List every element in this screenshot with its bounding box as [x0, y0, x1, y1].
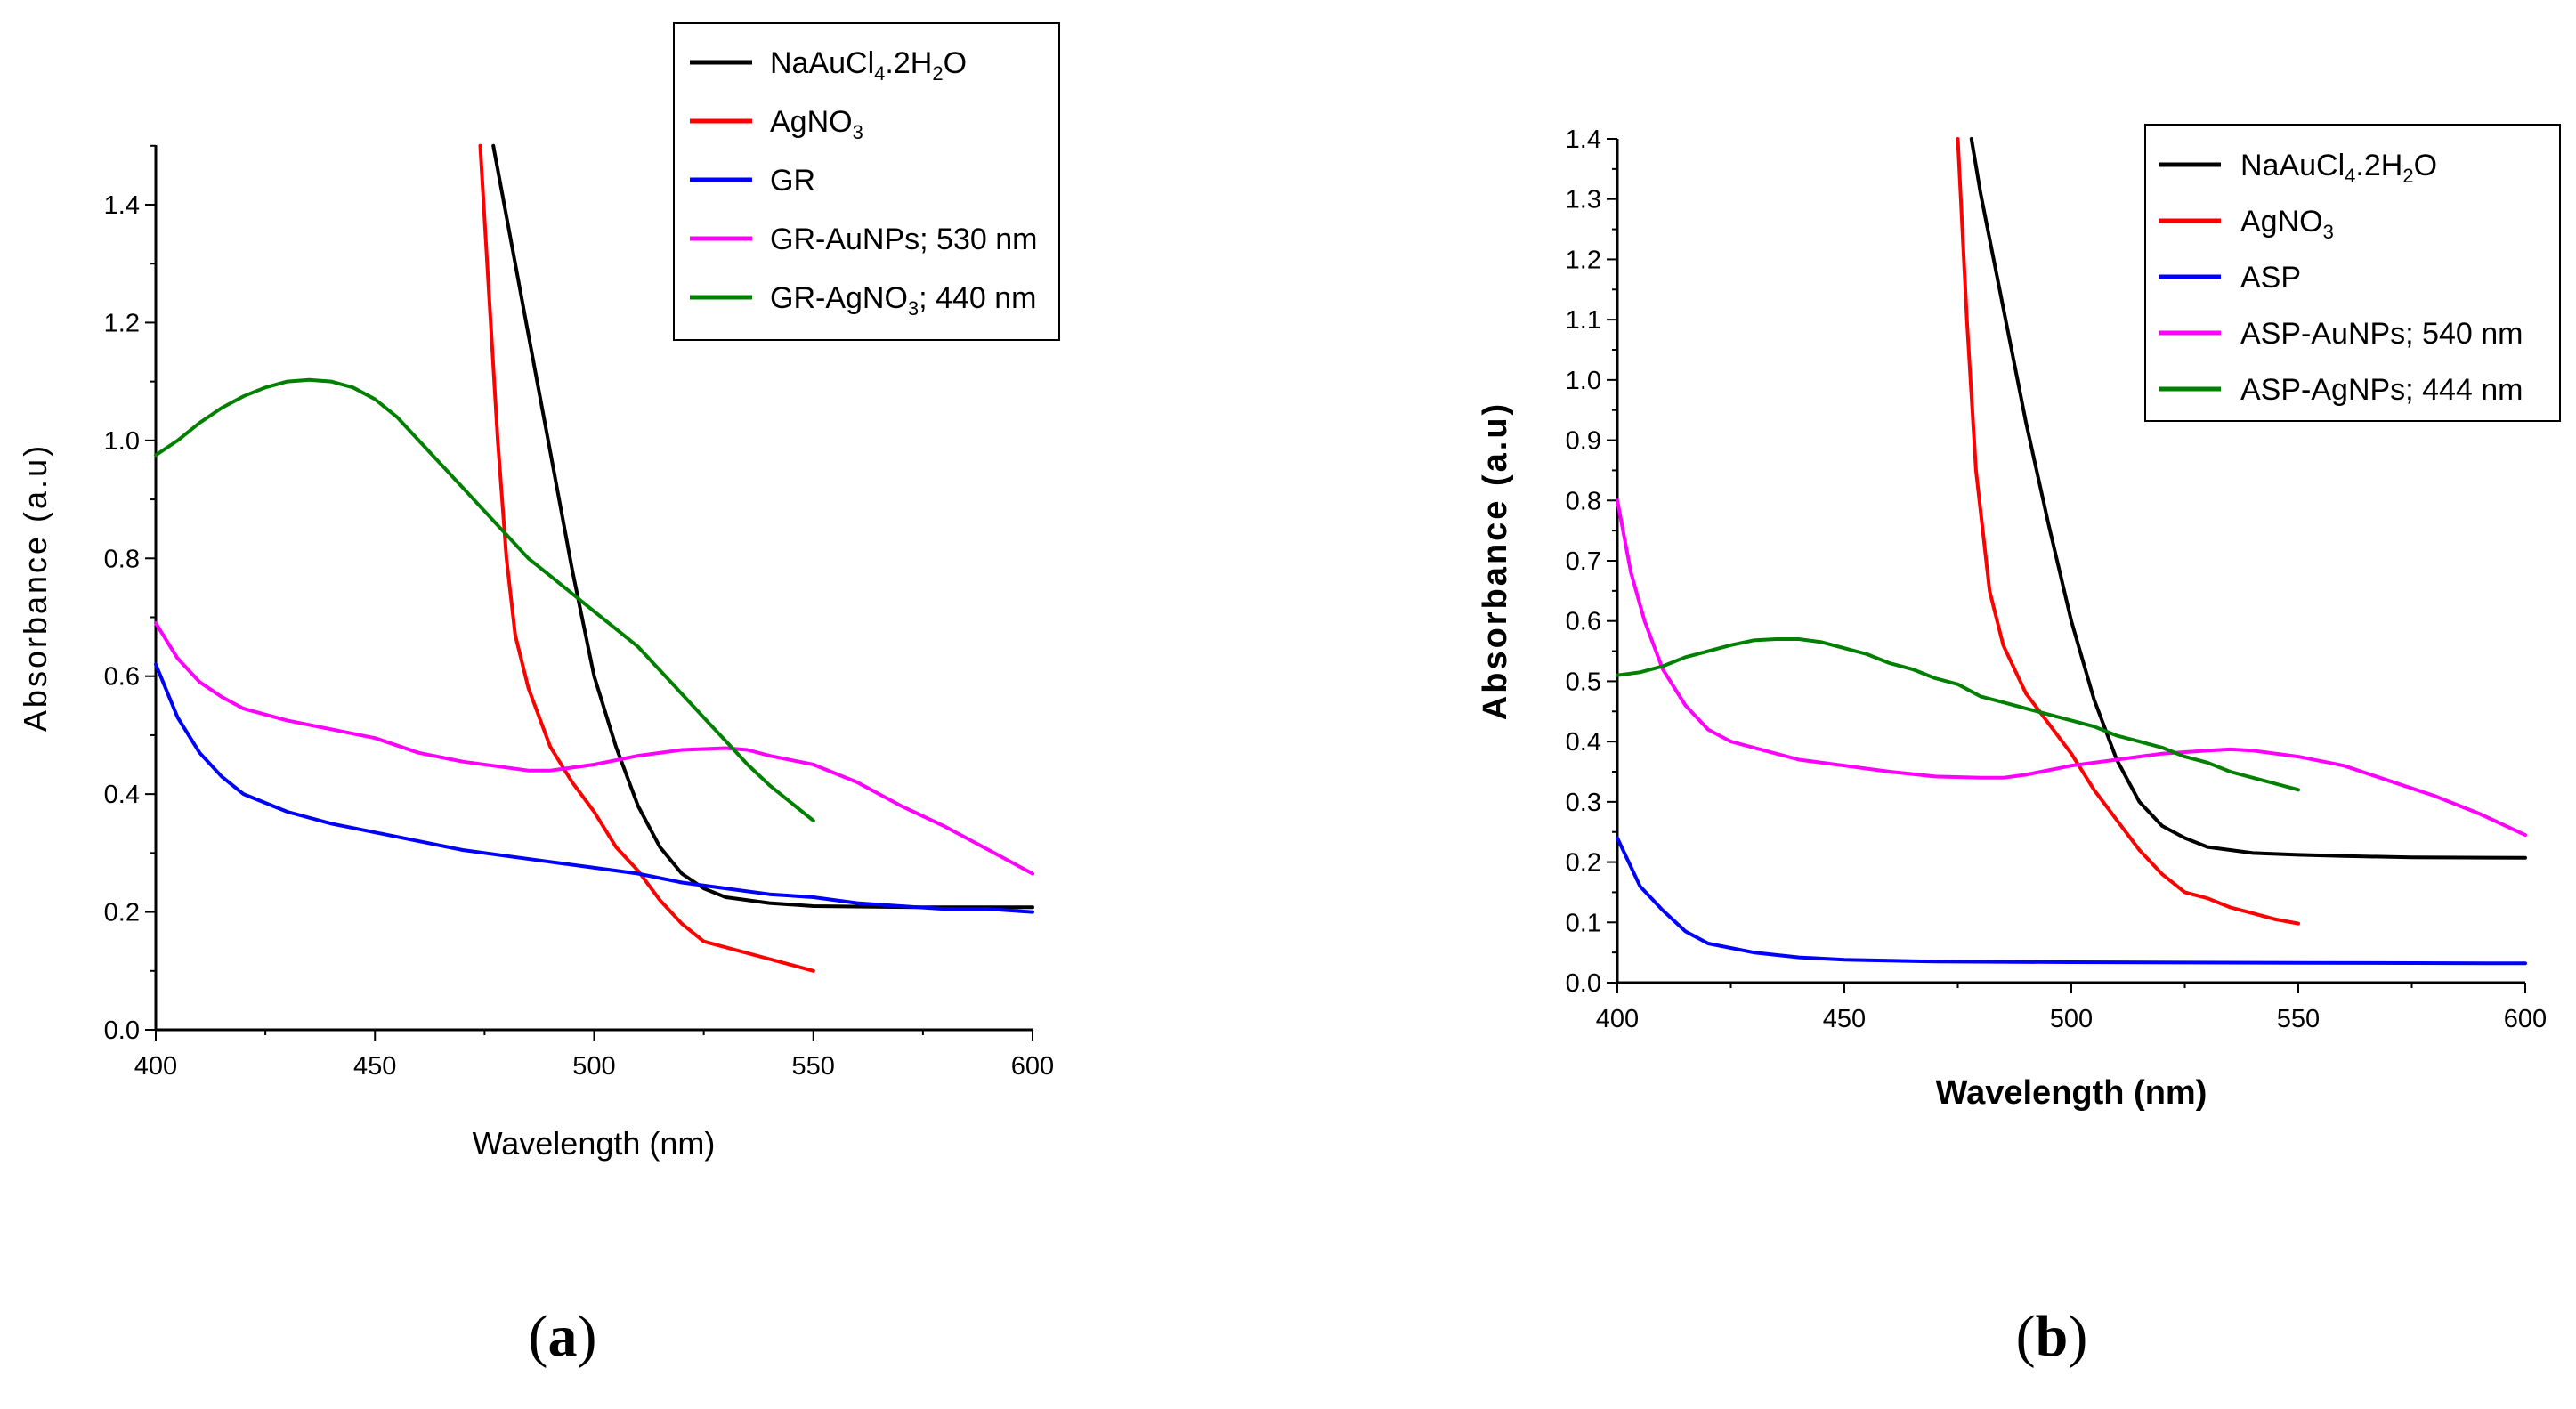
x-tick-label: 500 [2050, 1005, 2093, 1033]
x-tick-label: 500 [572, 1052, 615, 1081]
y-tick-label: 0.9 [1566, 427, 1601, 456]
y-tick-label: 0.8 [104, 545, 140, 573]
y-axis-label-a: Absorbance (a.u) [17, 443, 53, 732]
y-tick-label: 1.1 [1566, 306, 1601, 335]
y-tick-label: 1.0 [104, 427, 140, 456]
legend-label: NaAuCl4.2H2O [2240, 149, 2437, 187]
x-tick-label: 600 [2504, 1005, 2547, 1033]
y-tick-label: 0.1 [1566, 909, 1601, 937]
legend-label: GR-AuNPs; 530 nm [770, 223, 1037, 256]
series-lines-b [1616, 137, 2527, 966]
y-ticks-b: 0.0 0.1 0.2 0.3 0.4 0.5 0.6 0.7 0.8 0.9 1.0 1.1 1.2 1… [1566, 126, 1617, 998]
y-tick-label: 0.6 [1566, 608, 1601, 636]
y-tick-label: 0.2 [1566, 849, 1601, 878]
legend-label: ASP-AgNPs; 444 nm [2240, 373, 2523, 407]
series-line [154, 662, 1034, 914]
chart-panel-a: 0.0 0.2 0.4 0.6 0.8 1.0 1.2 1.4 400 450 500 550 600… [17, 22, 1060, 1369]
y-tick-label: 1.2 [104, 309, 140, 337]
x-tick-label: 400 [1596, 1005, 1639, 1033]
legend-label: AgNO3 [770, 105, 863, 143]
series-line [1616, 498, 2527, 838]
series-line [491, 143, 1034, 910]
series-line [478, 143, 815, 973]
y-tick-label: 0.4 [1566, 728, 1601, 757]
caption-a: (a) [529, 1304, 597, 1369]
legend-label: GR [770, 164, 815, 198]
y-tick-label: 0.3 [1566, 789, 1601, 817]
legend-label: AgNO3 [2240, 205, 2334, 243]
chart-panel-b: 0.0 0.1 0.2 0.3 0.4 0.5 0.6 0.7 0.8 0.9 1.0 1.1 1.2 1… [1477, 124, 2561, 1369]
series-line [1969, 137, 2527, 860]
y-tick-label: 0.7 [1566, 547, 1601, 576]
series-line [154, 621, 1034, 876]
y-tick-label: 0.5 [1566, 668, 1601, 696]
y-tick-label: 1.4 [1566, 126, 1601, 154]
y-tick-label: 0.0 [1566, 969, 1601, 998]
x-tick-label: 450 [1823, 1005, 1866, 1033]
x-tick-label: 400 [134, 1052, 177, 1081]
y-tick-label: 0.2 [104, 899, 140, 927]
series-line [1616, 836, 2527, 966]
y-tick-label: 1.3 [1566, 186, 1601, 215]
x-ticks-a: 400 450 500 550 600 [134, 1030, 1054, 1081]
x-axis-label-b: Wavelength (nm) [1936, 1074, 2207, 1112]
x-tick-label: 550 [792, 1052, 835, 1081]
y-tick-label: 0.6 [104, 663, 140, 692]
x-axis-label-a: Wavelength (nm) [473, 1125, 716, 1162]
legend-label: ASP [2240, 261, 2301, 295]
legend-a: NaAuCl4.2H2O AgNO3 GR GR-AuNPs; 530 nm GR-Ag… [673, 22, 1060, 341]
legend-label: GR-AgNO3; 440 nm [770, 281, 1036, 320]
series-lines-a [154, 143, 1034, 973]
series-line [154, 377, 815, 822]
legend-b: NaAuCl4.2H2O AgNO3 ASP ASP-AuNPs; 540 nm ASP… [2144, 124, 2561, 422]
y-tick-label: 0.4 [104, 781, 140, 809]
series-line [1616, 637, 2300, 792]
x-tick-label: 450 [353, 1052, 396, 1081]
y-tick-label: 0.0 [104, 1016, 140, 1045]
y-tick-label: 0.8 [1566, 487, 1601, 515]
y-tick-label: 1.0 [1566, 367, 1601, 395]
x-ticks-b: 400 450 500 550 600 [1596, 983, 2547, 1033]
y-tick-label: 1.2 [1566, 246, 1601, 274]
x-tick-label: 600 [1011, 1052, 1054, 1081]
y-ticks-a: 0.0 0.2 0.4 0.6 0.8 1.0 1.2 1.4 [104, 144, 156, 1045]
series-line [1956, 137, 2300, 926]
legend-box-b [2144, 124, 2561, 422]
legend-label: ASP-AuNPs; 540 nm [2240, 317, 2523, 351]
legend-label: NaAuCl4.2H2O [770, 46, 967, 85]
x-tick-label: 550 [2277, 1005, 2320, 1033]
caption-b: (b) [2016, 1304, 2088, 1369]
y-axis-label-b: Absorbance (a.u) [1477, 401, 1514, 720]
y-tick-label: 1.4 [104, 191, 140, 220]
